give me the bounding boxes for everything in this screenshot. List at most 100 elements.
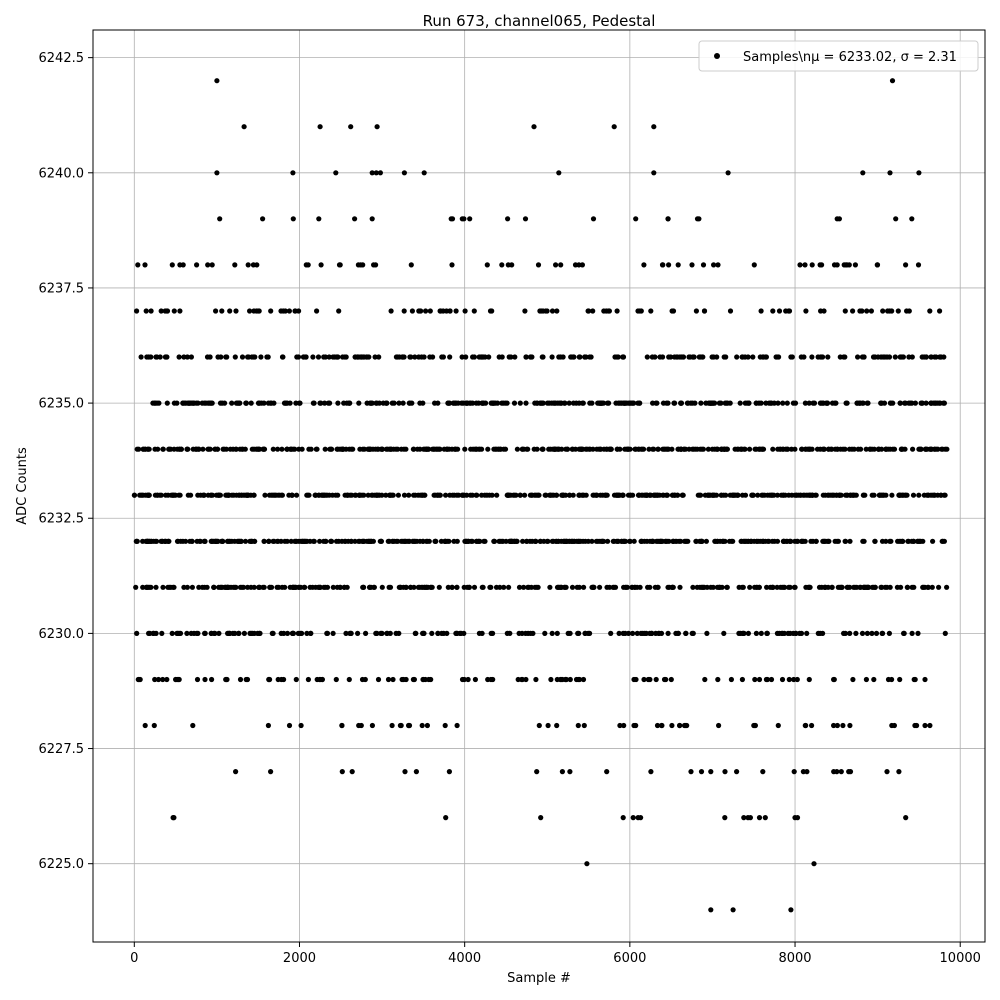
data-point xyxy=(449,262,455,268)
data-point xyxy=(164,354,170,360)
data-point xyxy=(732,446,738,452)
data-point xyxy=(322,446,328,452)
data-point xyxy=(371,584,377,590)
data-point xyxy=(834,722,841,729)
data-point xyxy=(528,354,534,360)
data-point xyxy=(788,446,795,452)
data-point xyxy=(209,400,215,406)
data-point xyxy=(251,584,257,590)
data-point xyxy=(577,354,583,360)
data-point xyxy=(340,354,346,360)
data-point xyxy=(232,262,238,268)
data-point xyxy=(554,584,561,590)
data-point xyxy=(784,446,790,452)
data-point xyxy=(801,492,808,498)
data-point xyxy=(376,354,382,360)
data-point xyxy=(853,630,859,637)
data-point xyxy=(625,630,632,637)
data-point xyxy=(219,308,225,314)
data-point xyxy=(435,400,441,406)
data-point xyxy=(911,584,917,590)
data-point xyxy=(813,538,819,544)
data-point xyxy=(482,538,488,544)
data-point xyxy=(752,676,758,683)
data-point xyxy=(727,400,733,406)
data-point xyxy=(580,538,586,544)
data-point xyxy=(705,446,712,452)
data-point xyxy=(443,815,449,821)
data-point xyxy=(846,446,853,452)
data-point xyxy=(307,538,313,544)
data-point xyxy=(467,216,473,222)
data-point xyxy=(491,538,497,544)
data-point xyxy=(549,308,556,314)
data-point xyxy=(268,308,274,314)
data-point xyxy=(152,400,158,406)
data-point xyxy=(160,446,166,452)
data-point xyxy=(621,722,627,729)
data-point xyxy=(213,308,219,314)
data-point xyxy=(708,769,714,775)
data-point xyxy=(571,538,577,544)
data-point xyxy=(745,538,752,544)
data-point xyxy=(741,630,747,637)
data-point xyxy=(411,446,417,452)
data-point xyxy=(164,676,170,683)
data-point xyxy=(530,630,536,637)
data-point xyxy=(474,492,480,498)
chart-title: Run 673, channel065, Pedestal xyxy=(423,12,656,30)
data-point xyxy=(398,584,404,590)
data-point xyxy=(477,446,483,452)
data-point xyxy=(787,584,793,590)
data-point xyxy=(722,400,728,406)
data-point xyxy=(153,630,159,637)
data-point xyxy=(257,584,263,590)
data-point xyxy=(589,400,595,406)
data-point xyxy=(135,262,141,268)
data-point xyxy=(457,630,463,637)
data-point xyxy=(903,815,909,821)
data-point xyxy=(506,354,512,360)
data-point xyxy=(690,584,696,590)
data-point xyxy=(153,354,159,360)
data-point xyxy=(269,584,275,590)
data-point xyxy=(265,354,271,360)
data-point xyxy=(652,354,658,360)
data-point xyxy=(497,446,504,452)
data-point xyxy=(665,630,671,637)
data-point xyxy=(698,769,705,775)
data-point xyxy=(305,492,311,498)
data-point xyxy=(303,262,309,268)
data-point xyxy=(207,446,213,452)
data-point xyxy=(426,446,432,452)
data-point xyxy=(420,538,426,544)
data-point xyxy=(230,584,236,590)
data-point xyxy=(702,676,708,683)
y-tick-label: 6225.0 xyxy=(39,857,85,872)
data-point xyxy=(190,446,196,452)
data-point xyxy=(397,722,403,729)
data-point xyxy=(766,538,772,544)
data-point xyxy=(324,492,330,498)
data-point xyxy=(883,538,889,544)
data-point xyxy=(140,538,146,544)
data-point xyxy=(401,170,407,176)
y-axis-label: ADC Counts xyxy=(15,447,30,525)
data-point xyxy=(140,584,146,590)
data-point xyxy=(776,308,783,314)
data-point xyxy=(189,538,195,544)
data-point xyxy=(490,676,496,683)
data-point xyxy=(842,446,848,452)
data-point xyxy=(328,538,334,544)
data-point xyxy=(358,262,364,268)
data-point xyxy=(401,308,407,314)
data-point xyxy=(428,584,434,590)
data-point xyxy=(580,400,586,406)
data-point xyxy=(194,630,200,637)
data-point xyxy=(929,584,935,590)
data-point xyxy=(888,400,894,406)
data-point xyxy=(335,492,341,498)
data-point xyxy=(880,308,886,314)
data-point xyxy=(321,538,327,544)
data-point xyxy=(182,400,188,406)
